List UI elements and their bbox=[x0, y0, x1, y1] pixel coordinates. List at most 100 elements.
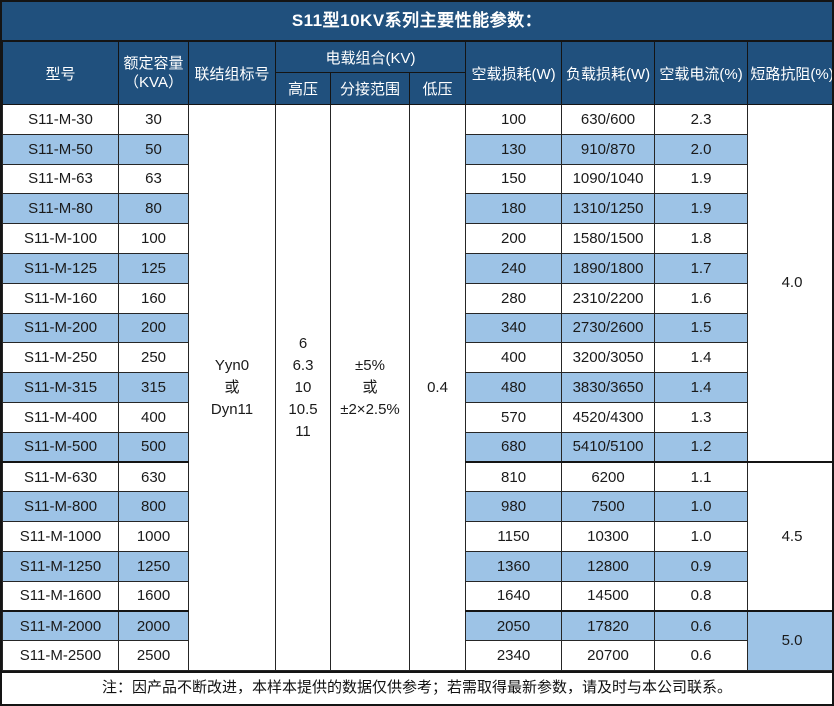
table-row: S11-M-63 63 150 1090/1040 1.9 bbox=[2, 163, 833, 195]
cell-load-loss: 5410/5100 bbox=[561, 431, 656, 463]
cell-no-load-loss: 400 bbox=[465, 342, 563, 374]
cell-no-load-loss: 1360 bbox=[465, 550, 563, 582]
cell-model: S11-M-1000 bbox=[2, 521, 119, 552]
cell-no-load-loss: 180 bbox=[465, 193, 563, 225]
cell-no-load-loss: 1640 bbox=[465, 580, 563, 612]
col-header-no-load-current: 空载电流(%) bbox=[654, 41, 749, 105]
cell-no-load-current: 2.0 bbox=[654, 133, 749, 165]
cell-no-load-current: 1.9 bbox=[654, 193, 749, 225]
cell-no-load-current: 2.3 bbox=[654, 104, 749, 135]
cell-no-load-current: 1.9 bbox=[654, 163, 749, 195]
cell-model: S11-M-125 bbox=[2, 252, 119, 284]
cell-no-load-current: 0.9 bbox=[654, 550, 749, 582]
cell-no-load-current: 1.4 bbox=[654, 372, 749, 403]
cell-no-load-current: 1.0 bbox=[654, 521, 749, 552]
cell-capacity: 800 bbox=[118, 491, 189, 523]
cell-load-loss: 1580/1500 bbox=[561, 223, 656, 254]
cell-load-loss: 3200/3050 bbox=[561, 342, 656, 374]
cell-no-load-current: 0.6 bbox=[654, 610, 749, 642]
table-row: S11-M-50 50 130 910/870 2.0 bbox=[2, 133, 833, 165]
table-row: S11-M-30 30 Yyn0 或 Dyn11 6 6.3 10 10.5 11 ±5% 或 ±2×2… bbox=[2, 103, 832, 672]
cell-model: S11-M-200 bbox=[2, 312, 119, 344]
cell-no-load-loss: 150 bbox=[465, 163, 563, 195]
table-row: S11-M-125 125 240 1890/1800 1.7 bbox=[2, 252, 833, 284]
cell-model: S11-M-500 bbox=[2, 431, 119, 463]
cell-load-loss: 4520/4300 bbox=[561, 401, 656, 433]
table-body: S11-M-30 30 Yyn0 或 Dyn11 6 6.3 10 10.5 11 ±5% 或 ±2×2… bbox=[2, 103, 833, 672]
cell-capacity: 250 bbox=[118, 342, 189, 374]
cell-model: S11-M-30 bbox=[2, 104, 119, 135]
cell-capacity: 80 bbox=[118, 193, 189, 225]
cell-model: S11-M-1600 bbox=[2, 580, 119, 612]
cell-capacity: 630 bbox=[118, 461, 189, 493]
cell-no-load-loss: 1150 bbox=[465, 521, 563, 552]
cell-no-load-loss: 100 bbox=[465, 104, 563, 135]
cell-capacity: 30 bbox=[118, 104, 189, 135]
cell-no-load-loss: 810 bbox=[465, 461, 563, 493]
cell-no-load-loss: 570 bbox=[465, 401, 563, 433]
col-header-tap-range: 分接范围 bbox=[330, 72, 410, 105]
col-header-vector-group: 联结组标号 bbox=[188, 41, 276, 105]
col-header-load-loss: 负载损耗(W) bbox=[561, 41, 656, 105]
cell-capacity: 500 bbox=[118, 431, 189, 463]
page-title: S11型10KV系列主要性能参数： bbox=[2, 2, 832, 41]
cell-no-load-loss: 480 bbox=[465, 372, 563, 403]
cell-capacity: 50 bbox=[118, 133, 189, 165]
cell-capacity: 400 bbox=[118, 401, 189, 433]
cell-no-load-current: 1.4 bbox=[654, 342, 749, 374]
table-row: S11-M-1600 1600 1640 14500 0.8 bbox=[2, 580, 833, 612]
cell-load-loss: 630/600 bbox=[561, 104, 656, 135]
col-header-capacity-line1: 额定容量 bbox=[123, 55, 184, 72]
cell-impedance: 4.0 bbox=[747, 104, 832, 463]
cell-load-loss: 7500 bbox=[561, 491, 656, 523]
cell-lv: 0.4 bbox=[408, 103, 467, 672]
cell-no-load-loss: 240 bbox=[465, 252, 563, 284]
cell-load-loss: 2310/2200 bbox=[561, 282, 656, 314]
col-header-model: 型号 bbox=[2, 41, 119, 105]
cell-load-loss: 3830/3650 bbox=[561, 372, 656, 403]
col-header-impedance: 短路抗阻(%) bbox=[747, 41, 832, 105]
cell-no-load-loss: 340 bbox=[465, 312, 563, 344]
cell-no-load-current: 1.5 bbox=[654, 312, 749, 344]
footer-note: 注：因产品不断改进，本样本提供的数据仅供参考；若需取得最新参数，请及时与本公司联… bbox=[2, 671, 832, 704]
table-row: S11-M-630 630 810 6200 1.1 4.5 bbox=[2, 461, 832, 612]
table-row: S11-M-2000 2000 2050 17820 0.6 5.0 bbox=[2, 610, 832, 672]
cell-load-loss: 17820 bbox=[561, 610, 656, 642]
cell-no-load-current: 1.2 bbox=[654, 431, 749, 463]
cell-model: S11-M-50 bbox=[2, 133, 119, 165]
cell-load-loss: 1090/1040 bbox=[561, 163, 656, 195]
cell-model: S11-M-400 bbox=[2, 401, 119, 433]
cell-no-load-loss: 2050 bbox=[465, 610, 563, 642]
table-row: S11-M-2500 2500 2340 20700 0.6 bbox=[2, 640, 833, 672]
cell-tap-range: ±5% 或 ±2×2.5% bbox=[330, 103, 410, 672]
cell-load-loss: 910/870 bbox=[561, 133, 656, 165]
cell-capacity: 2000 bbox=[118, 610, 189, 642]
cell-model: S11-M-630 bbox=[2, 461, 119, 493]
cell-no-load-current: 1.1 bbox=[654, 461, 749, 493]
table-row: S11-M-500 500 680 5410/5100 1.2 bbox=[2, 431, 833, 463]
cell-load-loss: 2730/2600 bbox=[561, 312, 656, 344]
cell-load-loss: 10300 bbox=[561, 521, 656, 552]
col-header-no-load-loss: 空载损耗(W) bbox=[465, 41, 563, 105]
cell-model: S11-M-63 bbox=[2, 163, 119, 195]
cell-capacity: 125 bbox=[118, 252, 189, 284]
cell-no-load-current: 1.6 bbox=[654, 282, 749, 314]
cell-no-load-current: 1.0 bbox=[654, 491, 749, 523]
col-header-capacity: 额定容量 （KVA） bbox=[118, 41, 189, 105]
cell-load-loss: 1310/1250 bbox=[561, 193, 656, 225]
spec-table: 型号 额定容量 （KVA） 联结组标号 电载组合(KV) 空载损耗(W) 负载损… bbox=[2, 41, 833, 672]
cell-load-loss: 6200 bbox=[561, 461, 656, 493]
cell-load-loss: 14500 bbox=[561, 580, 656, 612]
col-header-lv: 低压 bbox=[408, 72, 467, 105]
table-row: S11-M-200 200 340 2730/2600 1.5 bbox=[2, 312, 833, 344]
cell-no-load-loss: 2340 bbox=[465, 640, 563, 672]
cell-no-load-current: 0.8 bbox=[654, 580, 749, 612]
table-header: 型号 额定容量 （KVA） 联结组标号 电载组合(KV) 空载损耗(W) 负载损… bbox=[2, 41, 832, 105]
cell-impedance: 5.0 bbox=[747, 610, 832, 672]
cell-capacity: 315 bbox=[118, 372, 189, 403]
cell-no-load-loss: 200 bbox=[465, 223, 563, 254]
cell-no-load-loss: 280 bbox=[465, 282, 563, 314]
cell-capacity: 100 bbox=[118, 223, 189, 254]
table-row: S11-M-160 160 280 2310/2200 1.6 bbox=[2, 282, 833, 314]
